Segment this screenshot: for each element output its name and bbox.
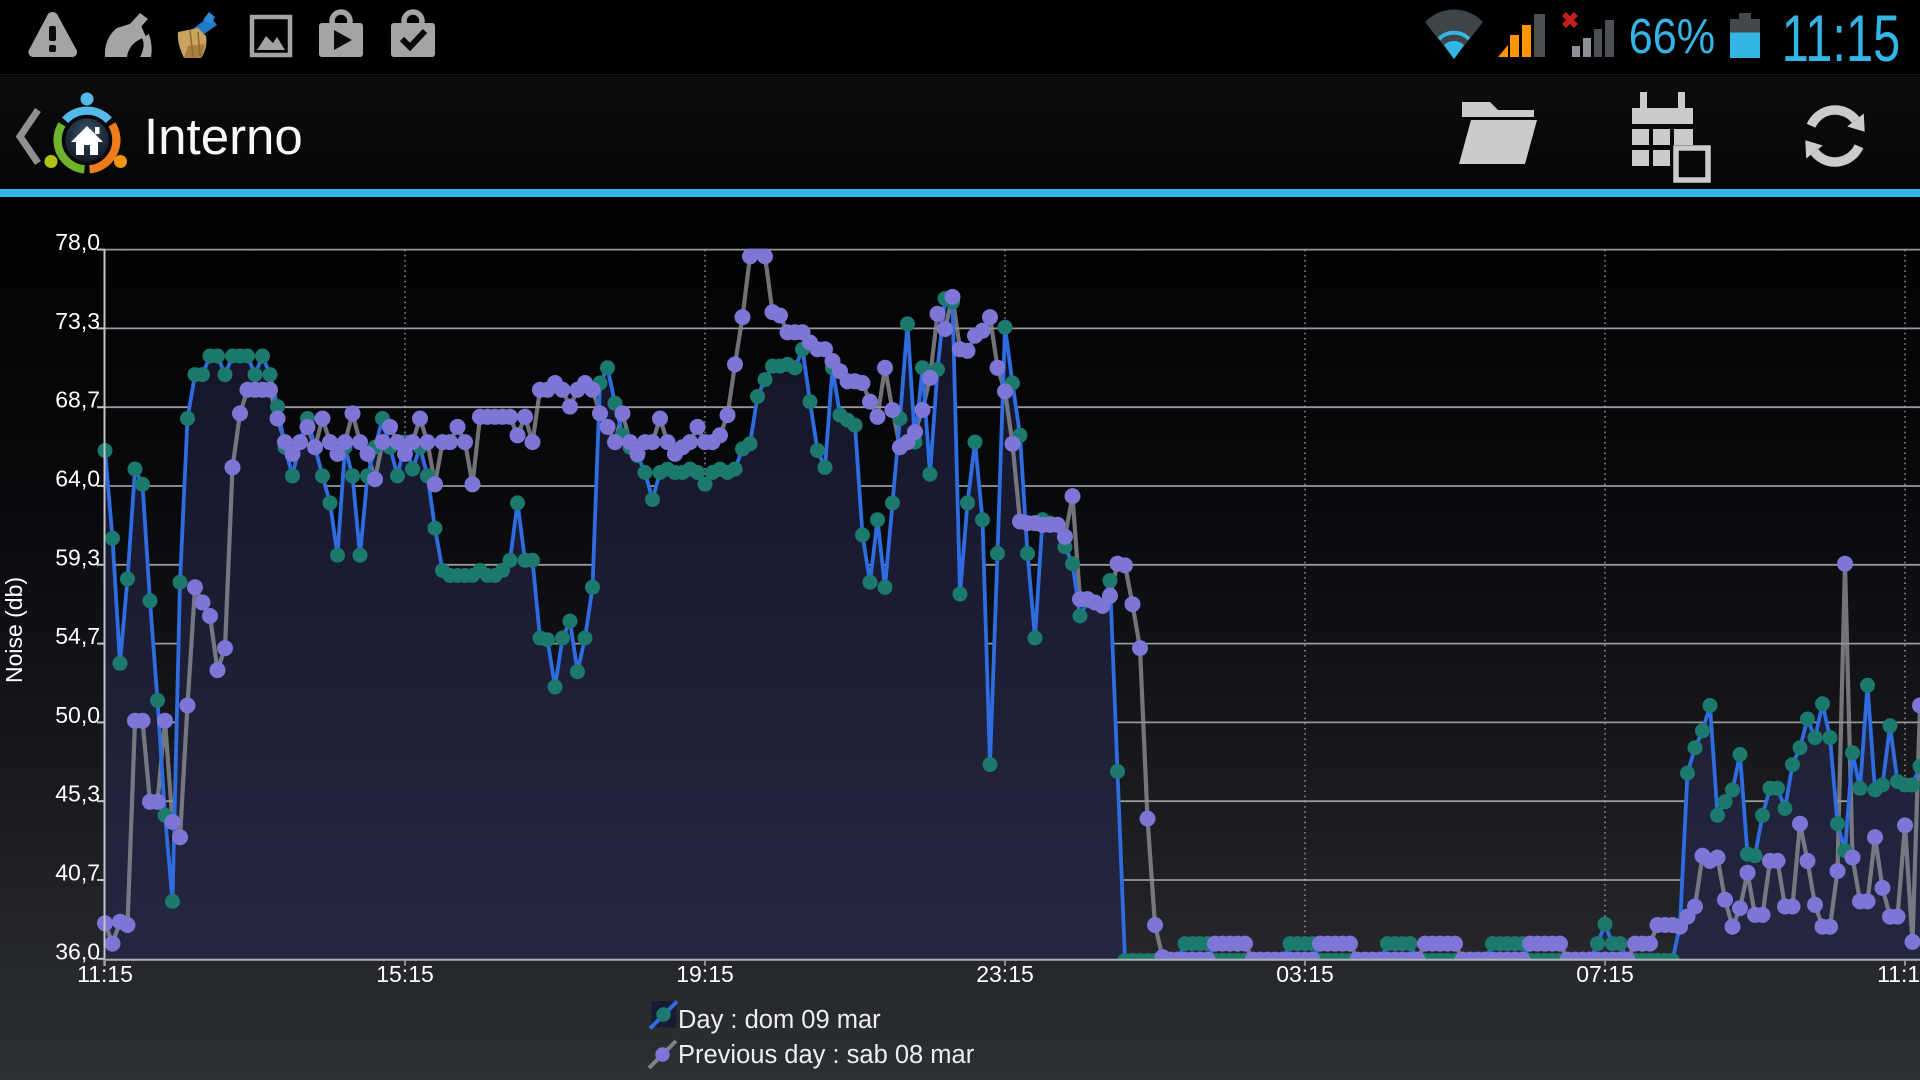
svg-text:68,7: 68,7: [55, 387, 100, 413]
svg-text:73,3: 73,3: [55, 308, 100, 334]
svg-text:54,7: 54,7: [55, 623, 100, 649]
svg-text:11:15: 11:15: [1877, 961, 1920, 987]
svg-text:11:15: 11:15: [77, 961, 133, 987]
svg-text:Day : dom 09 mar: Day : dom 09 mar: [678, 1006, 881, 1034]
svg-text:15:15: 15:15: [376, 961, 434, 987]
svg-text:36,0: 36,0: [55, 938, 100, 964]
svg-text:50,0: 50,0: [55, 702, 100, 728]
svg-text:07:15: 07:15: [1576, 961, 1634, 987]
svg-text:23:15: 23:15: [976, 961, 1034, 987]
svg-text:Previous day : sab 08 mar: Previous day : sab 08 mar: [678, 1041, 975, 1069]
svg-text:40,7: 40,7: [55, 860, 100, 886]
svg-text:45,3: 45,3: [55, 781, 100, 807]
svg-text:03:15: 03:15: [1276, 961, 1334, 987]
svg-text:19:15: 19:15: [676, 961, 734, 987]
svg-text:Noise (db): Noise (db): [1, 577, 27, 683]
svg-text:64,0: 64,0: [55, 466, 100, 492]
svg-text:78,0: 78,0: [55, 229, 100, 255]
svg-text:59,3: 59,3: [55, 544, 100, 570]
